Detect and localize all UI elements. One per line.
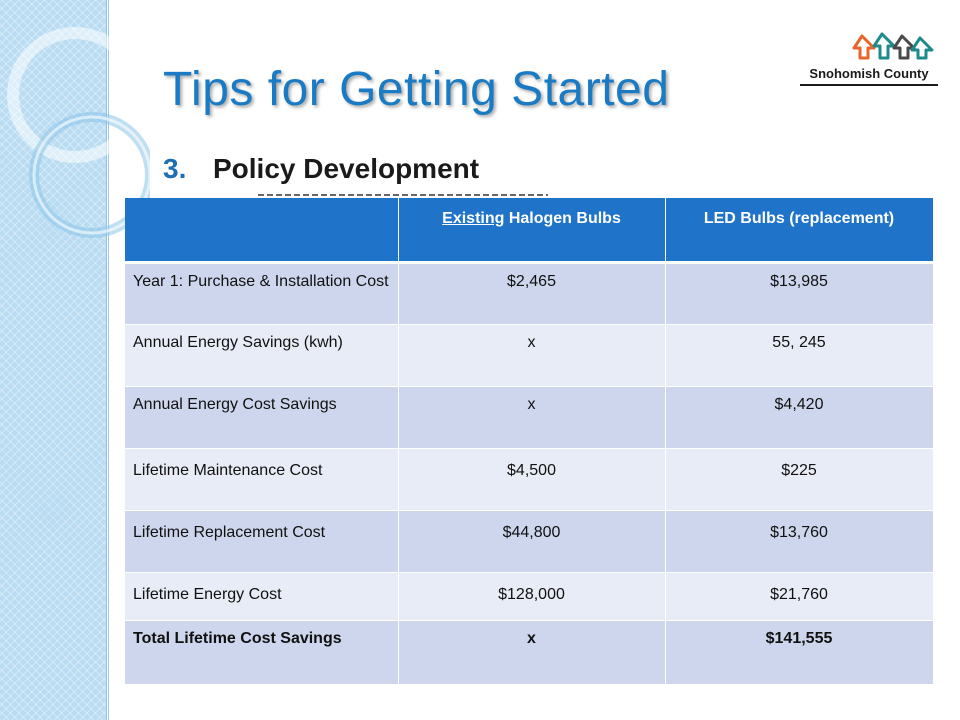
table-row: Annual Energy Cost Savings x $4,420: [125, 386, 934, 449]
table-row: Lifetime Replacement Cost $44,800 $13,76…: [125, 510, 934, 573]
header-led: LED Bulbs (replacement): [665, 198, 934, 264]
logo-underline: [800, 84, 938, 86]
row-label: Annual Energy Cost Savings: [125, 386, 399, 449]
led-value: 55, 245: [665, 324, 934, 387]
slide-title: Tips for Getting Started: [163, 63, 670, 116]
existing-value: $2,465: [398, 262, 666, 325]
table-row: Annual Energy Savings (kwh) x 55, 245: [125, 324, 934, 387]
led-value: $4,420: [665, 386, 934, 449]
led-value: $225: [665, 448, 934, 511]
logo-label: Snohomish County: [809, 66, 929, 81]
point-number: 3.: [163, 153, 187, 184]
existing-value: x: [398, 620, 666, 685]
table-row-total: Total Lifetime Cost Savings x $141,555: [125, 620, 934, 685]
decorative-circles: [7, 27, 150, 238]
point-text: Policy Development: [213, 153, 480, 184]
row-label: Lifetime Replacement Cost: [125, 510, 399, 573]
row-label: Lifetime Maintenance Cost: [125, 448, 399, 511]
row-label: Lifetime Energy Cost: [125, 572, 399, 621]
led-value: $13,760: [665, 510, 934, 573]
obscured-subpoint-text: [258, 192, 548, 200]
decorative-divider: [108, 0, 109, 720]
existing-value: $44,800: [398, 510, 666, 573]
row-label: Year 1: Purchase & Installation Cost: [125, 262, 399, 325]
led-value: $141,555: [665, 620, 934, 685]
existing-value: $128,000: [398, 572, 666, 621]
existing-value: $4,500: [398, 448, 666, 511]
existing-value: x: [398, 386, 666, 449]
table-row: Lifetime Maintenance Cost $4,500 $225: [125, 448, 934, 511]
row-label: Total Lifetime Cost Savings: [125, 620, 399, 685]
numbered-point: 3. Policy Development: [163, 153, 479, 185]
table-header-row: Existing Halogen Bulbs LED Bulbs (replac…: [125, 198, 934, 264]
table-row: Lifetime Energy Cost $128,000 $21,760: [125, 572, 934, 621]
snohomish-county-logo: Snohomish County: [798, 30, 940, 90]
table-row: Year 1: Purchase & Installation Cost $2,…: [125, 262, 934, 325]
header-existing-underlined: Existing: [442, 210, 505, 227]
existing-value: x: [398, 324, 666, 387]
led-value: $13,985: [665, 262, 934, 325]
logo-trees-icon: [852, 32, 934, 60]
led-value: $21,760: [665, 572, 934, 621]
cost-comparison-table: Existing Halogen Bulbs LED Bulbs (replac…: [125, 198, 934, 685]
row-label: Annual Energy Savings (kwh): [125, 324, 399, 387]
header-existing-halogen: Existing Halogen Bulbs: [398, 198, 666, 264]
header-existing-rest: Halogen Bulbs: [504, 210, 621, 227]
header-blank: [125, 198, 399, 264]
